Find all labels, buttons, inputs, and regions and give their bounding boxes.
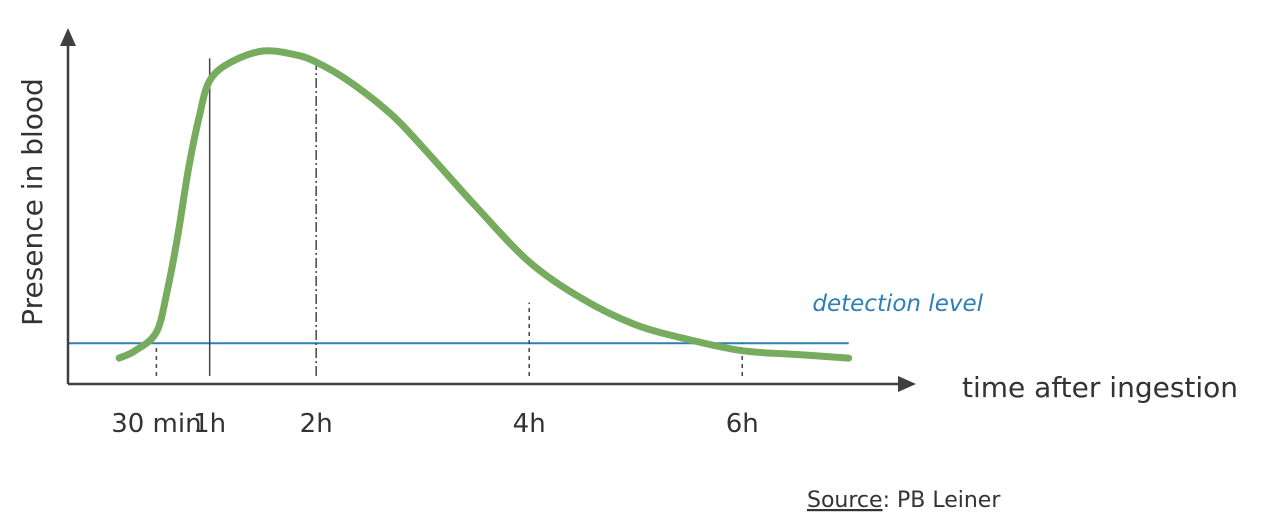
x-axis-arrow [898,376,916,392]
tick-label-1: 1h [193,409,226,439]
series-line-0 [115,47,853,362]
detection-level-label: detection level [812,291,983,317]
tick-label-2: 2h [300,409,333,439]
tick-label-4: 6h [726,409,759,439]
y-axis-arrow [60,28,76,46]
x-axis-title: time after ingestion [962,371,1238,404]
tick-label-0: 30 min [111,409,201,439]
source-label: Source [807,488,883,513]
tick-label-3: 4h [513,409,546,439]
source-credit: : PB Leiner [883,488,1002,513]
series-layer [115,47,853,362]
source-note: Source: PB Leiner [807,488,1001,513]
y-axis-title: Presence in blood [16,78,49,326]
